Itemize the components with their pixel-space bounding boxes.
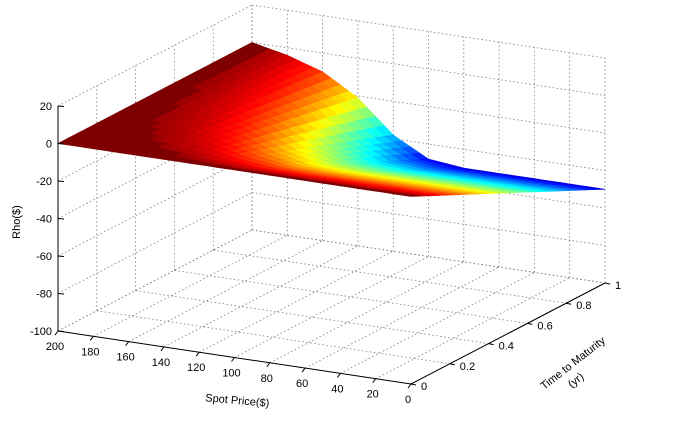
floor-grid-line (375, 277, 570, 380)
floor-grid-line (213, 249, 567, 304)
x-tick-mark (372, 378, 377, 384)
floor-grid-line (304, 266, 500, 369)
x-tick-mark (54, 330, 59, 336)
back-wall-grid-line (251, 42, 606, 96)
back-wall-grid-line (251, 117, 606, 171)
z-tick-label: -60 (36, 251, 52, 263)
x-tick-mark (266, 362, 271, 368)
y-tick-label: 0.6 (537, 320, 552, 332)
floor-grid-line (128, 240, 323, 342)
x-tick-label: 100 (222, 368, 240, 380)
x-tick-label: 160 (116, 352, 134, 364)
z-tick-label: -20 (36, 176, 52, 188)
back-wall-grid-line (251, 192, 606, 246)
x-tick-label: 180 (81, 346, 99, 358)
floor-grid-line (135, 290, 489, 344)
x-tick-label: 40 (331, 383, 343, 395)
z-tick-mark (57, 255, 65, 257)
y-tick-mark (527, 322, 533, 325)
z-axis-label: Rho($) (11, 205, 23, 239)
back-wall-grid-line (251, 4, 606, 59)
back-wall-grid-line (251, 229, 606, 284)
x-axis-label: Spot Price($) (205, 392, 270, 410)
z-tick-mark (57, 143, 65, 145)
x-tick-label: 200 (46, 341, 64, 353)
x-tick-mark (301, 367, 306, 373)
surface-patch (402, 194, 421, 197)
z-tick-labels: -100 -80 -60 -40 -20 0 20 (30, 101, 52, 338)
floor-grid-line (234, 256, 429, 358)
y-tick-label: 0 (421, 381, 427, 393)
back-wall-grid-line (251, 154, 606, 209)
y-tick-label: 1 (615, 280, 621, 292)
z-tick-mark (57, 293, 65, 295)
surface (57, 42, 606, 197)
floor-grid-line (93, 234, 288, 337)
left-wall-grid-line (57, 192, 253, 294)
back-wall-grid-line (251, 79, 606, 134)
left-wall-grid-line (57, 4, 253, 107)
y-axis-line (410, 282, 606, 385)
x-tick-mark (89, 335, 94, 341)
z-tick-mark (57, 105, 65, 107)
y-tick-label: 0.8 (576, 300, 591, 312)
floor-grid-line (199, 250, 394, 353)
x-tick-label: 140 (152, 357, 170, 369)
floor-grid-line (163, 245, 359, 348)
left-wall-grid-line (57, 154, 253, 257)
y-tick-labels: 0 0.2 0.4 0.6 0.8 1 (421, 280, 621, 393)
left-wall-grid-line (57, 229, 253, 332)
x-tick-mark (231, 357, 235, 362)
y-tick-mark (410, 383, 417, 386)
y-tick-label: 0.4 (499, 341, 514, 353)
x-tick-mark (125, 341, 130, 346)
floor-grid-line (269, 261, 464, 364)
grid-lines (57, 4, 606, 385)
floor-grid-line (96, 310, 450, 365)
z-tick-label: 20 (40, 101, 52, 113)
z-tick-label: 0 (46, 139, 52, 151)
floor-grid-line (174, 270, 528, 324)
x-tick-label: 120 (187, 362, 205, 374)
y-tick-mark (449, 363, 455, 366)
x-tick-mark (336, 373, 341, 378)
y-tick-mark (488, 343, 494, 346)
z-tick-mark (57, 330, 65, 332)
z-tick-label: -40 (36, 214, 52, 226)
left-wall-grid-line (57, 117, 253, 219)
x-tick-label: 60 (296, 378, 308, 390)
z-tick-mark (57, 180, 65, 182)
y-tick-mark (604, 282, 611, 285)
floor-grid-line (340, 272, 535, 374)
z-tick-label: -80 (36, 289, 52, 301)
z-tick-label: -100 (30, 326, 52, 338)
x-tick-label: 0 (405, 394, 411, 406)
axis-lines (54, 105, 611, 389)
x-tick-mark (195, 351, 200, 357)
x-tick-label: 20 (367, 389, 379, 401)
x-tick-labels: 0 20 40 60 80 100 120 140 160 180 200 (46, 341, 411, 406)
x-tick-mark (160, 346, 165, 352)
y-tick-label: 0.2 (460, 361, 475, 373)
x-tick-label: 80 (261, 373, 273, 385)
y-tick-mark (566, 302, 572, 305)
x-tick-mark (407, 383, 412, 389)
z-tick-mark (57, 218, 65, 220)
